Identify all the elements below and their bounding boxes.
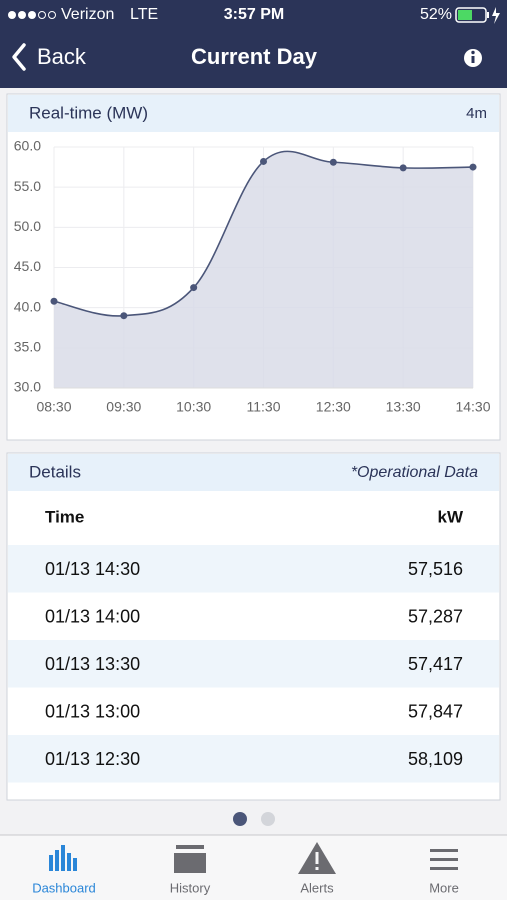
cell-kw: 57,287 [408, 606, 463, 626]
chart-title: Real-time (MW) [29, 103, 148, 122]
chart-badge: 4m [466, 105, 487, 122]
point [190, 284, 198, 292]
point [50, 297, 58, 305]
x-tick-label: 09:30 [106, 399, 141, 415]
details-title: Details [29, 462, 81, 481]
area [54, 151, 473, 388]
tab-more[interactable]: More [429, 849, 459, 895]
cell-time: 01/13 14:30 [45, 559, 140, 579]
tab-bar [0, 835, 507, 900]
chart-card-header [8, 95, 499, 132]
tab-alerts[interactable]: Alerts [298, 842, 336, 895]
battery-percent: 52% [420, 6, 452, 23]
y-tick-label: 30.0 [14, 379, 41, 395]
cell-kw: 57,417 [408, 654, 463, 674]
tab-label[interactable]: Alerts [300, 880, 334, 895]
tab-history[interactable]: History [170, 845, 211, 895]
signal [8, 11, 56, 19]
page-dot[interactable] [261, 812, 275, 826]
row-background [8, 735, 499, 783]
point [329, 158, 337, 166]
tab-dashboard[interactable]: Dashboard [32, 845, 96, 895]
cell-time: 01/13 13:00 [45, 701, 140, 721]
x-tick-label: 08:30 [36, 399, 71, 415]
carrier: Verizon [61, 6, 114, 23]
x-tick-label: 11:30 [247, 399, 281, 415]
nav-title: Current Day [191, 44, 318, 69]
point [120, 312, 128, 320]
details-note: *Operational Data [351, 464, 478, 481]
point [469, 163, 477, 171]
x-tick-label: 13:30 [386, 399, 421, 415]
details-header [8, 454, 499, 491]
column-header: Time [45, 507, 84, 526]
table-rows: 01/13 14:30 57,516 01/13 14:00 57,287 01/13 … [8, 545, 499, 783]
battery-icon [455, 7, 500, 24]
y-tick-label: 50.0 [14, 218, 41, 234]
info-button[interactable] [464, 49, 482, 67]
row-background [8, 640, 499, 688]
row-background [8, 545, 499, 593]
point [260, 157, 267, 165]
back-button[interactable]: Back [12, 43, 87, 71]
back-label[interactable]: Back [37, 44, 87, 69]
point [399, 164, 407, 172]
y-tick-label: 45.0 [14, 258, 41, 274]
nav-background [0, 0, 507, 88]
cell-time: 01/13 13:30 [45, 654, 140, 674]
column-header: kW [438, 507, 464, 526]
y-tick-label: 40.0 [14, 298, 41, 314]
cell-kw: 58,109 [408, 749, 463, 769]
cell-time: 01/13 14:00 [45, 606, 140, 626]
y-tick-label: 35.0 [14, 339, 41, 355]
tab-label[interactable]: More [429, 880, 459, 895]
x-tick-label: 12:30 [316, 399, 351, 415]
network: LTE [130, 6, 158, 23]
y-tick-label: 60.0 [14, 138, 41, 154]
cell-time: 01/13 12:30 [45, 749, 140, 769]
cell-kw: 57,847 [408, 701, 463, 721]
cell-kw: 57,516 [408, 559, 463, 579]
y-tick-label: 55.0 [14, 178, 41, 194]
clock: 3:57 PM [224, 6, 284, 23]
page-dot-active[interactable] [233, 812, 247, 826]
plot: 30.0 35.0 40.0 45.0 50.0 55.0 60.0 08:30 09:30 10… [14, 138, 491, 415]
x-tick-label: 14:30 [455, 399, 490, 415]
x-tick-label: 10:30 [176, 399, 211, 415]
tab-label[interactable]: Dashboard [32, 880, 96, 895]
tab-label[interactable]: History [170, 880, 211, 895]
